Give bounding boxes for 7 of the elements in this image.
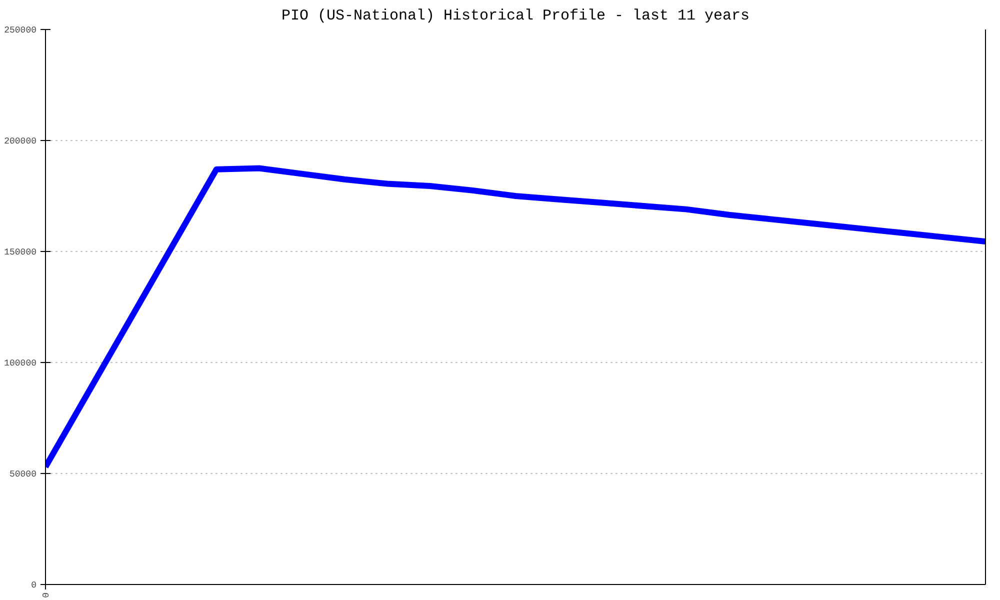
- y-tick-label: 150000: [4, 248, 36, 258]
- chart-title: PIO (US-National) Historical Profile - last 11 years: [281, 8, 750, 24]
- y-tick-label: 200000: [4, 136, 36, 146]
- y-tick-label: 50000: [9, 470, 37, 480]
- y-tick-label: 250000: [4, 26, 36, 36]
- y-tick-label: 100000: [4, 358, 36, 368]
- y-tick-label: 0: [31, 580, 37, 590]
